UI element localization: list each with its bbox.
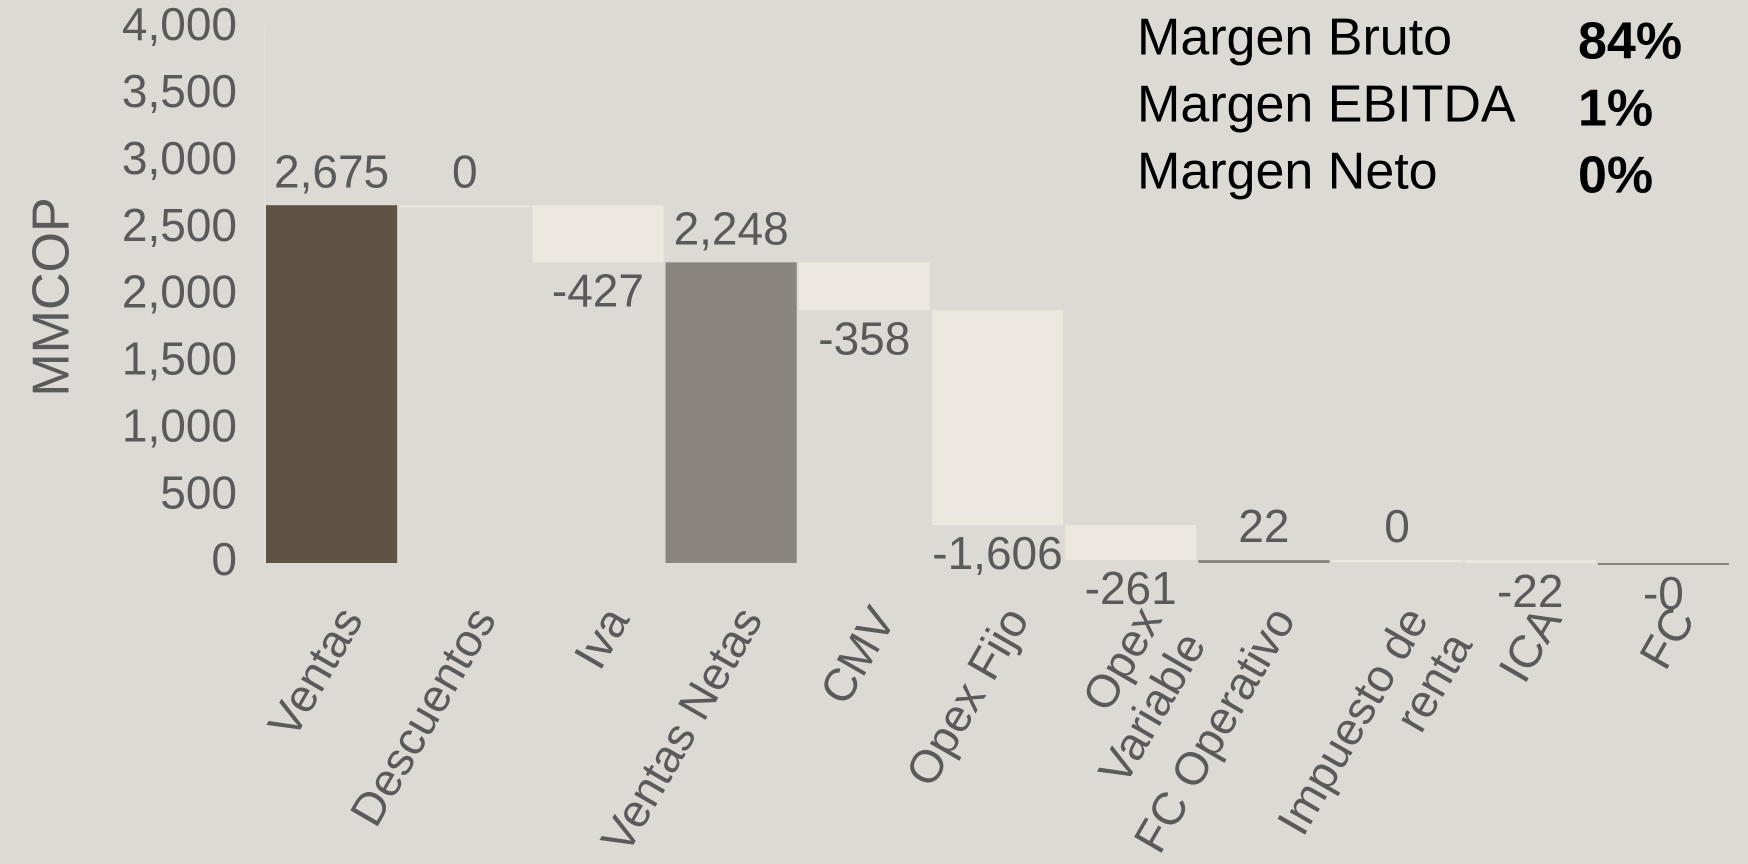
y-tick-label: 2,500 <box>122 199 237 251</box>
bar <box>1464 560 1596 563</box>
bar <box>266 205 398 563</box>
value-label: 0 <box>1384 500 1410 552</box>
y-tick-label: 3,500 <box>122 65 237 117</box>
y-tick-label: 4,000 <box>122 0 237 50</box>
bar <box>931 310 1064 526</box>
x-tick-label: FC <box>1629 598 1705 677</box>
margin-value: 0% <box>1578 147 1653 205</box>
y-tick-label: 1,000 <box>122 399 237 451</box>
bar <box>798 262 930 311</box>
value-label: -427 <box>552 264 644 316</box>
value-label: 22 <box>1238 500 1289 552</box>
y-tick-label: 3,000 <box>122 132 237 184</box>
value-label: 2,675 <box>274 145 389 197</box>
y-tick-label: 1,500 <box>122 333 237 385</box>
margin-value: 1% <box>1578 80 1653 138</box>
y-axis-label: MMCOP <box>23 197 81 396</box>
margin-label: Margen EBITDA <box>1137 76 1516 134</box>
margin-value: 84% <box>1578 13 1682 71</box>
value-label: -261 <box>1085 562 1177 614</box>
x-tick-label: CMV <box>809 598 905 713</box>
bar <box>1597 563 1729 565</box>
bar <box>532 205 664 263</box>
y-tick-label: 2,000 <box>122 266 237 318</box>
x-tick-label: Opex Fijo <box>895 598 1038 794</box>
x-tick-label: Impuesto derenta <box>1267 598 1483 864</box>
bar <box>1331 560 1463 563</box>
margin-label: Margen Bruto <box>1137 9 1452 67</box>
margin-label: Margen Neto <box>1137 143 1438 201</box>
bar <box>665 262 797 563</box>
value-label: 2,248 <box>674 202 789 254</box>
value-label: 0 <box>452 145 478 197</box>
value-label: -358 <box>818 312 910 364</box>
x-tick-label: Ventas <box>257 598 372 746</box>
y-tick-label: 500 <box>160 466 237 518</box>
bar <box>1198 560 1330 563</box>
bar <box>399 205 531 208</box>
value-label: -22 <box>1497 565 1563 617</box>
value-label: -1,606 <box>932 527 1062 579</box>
value-label: -0 <box>1643 567 1684 619</box>
y-tick-label: 0 <box>211 533 237 585</box>
x-tick-label: Iva <box>563 598 639 678</box>
bar <box>1065 525 1197 560</box>
